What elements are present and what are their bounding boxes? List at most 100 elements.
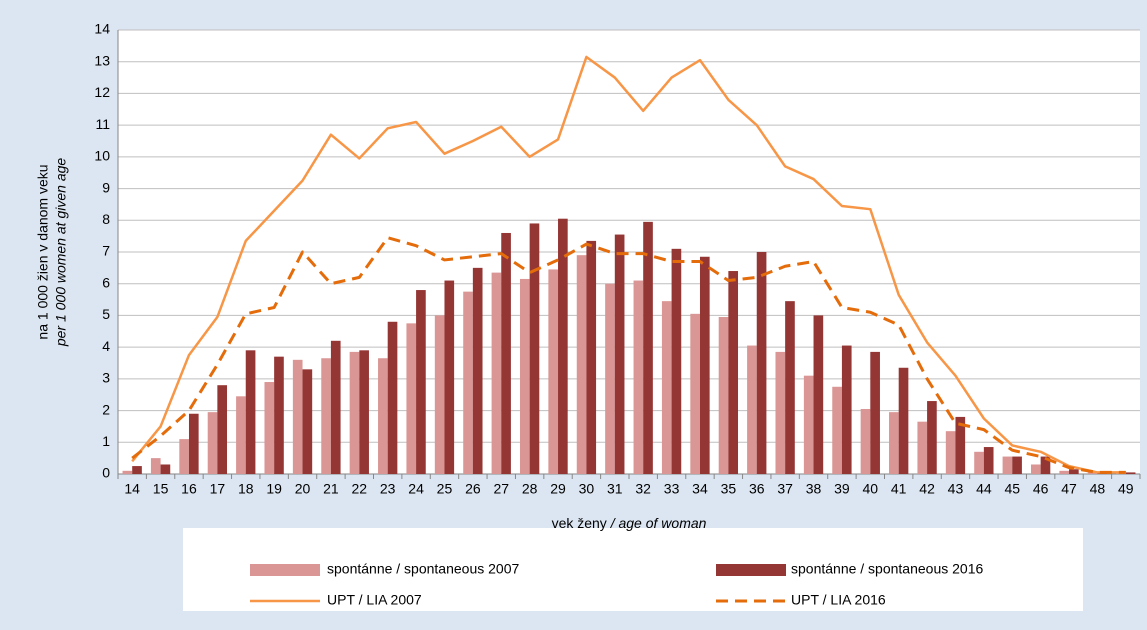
x-tick-label: 49 (1118, 481, 1134, 497)
bar (586, 240, 597, 474)
bar (444, 280, 455, 474)
bar (643, 221, 653, 474)
bar (330, 340, 341, 474)
bar (1069, 469, 1079, 474)
bar (501, 232, 511, 474)
x-tick-label: 40 (863, 481, 879, 497)
x-tick-label: 36 (749, 481, 765, 497)
bar (813, 315, 824, 474)
legend-label: spontánne / spontaneous 2016 (791, 561, 983, 577)
bar (889, 412, 899, 474)
bar (870, 351, 880, 474)
bar (321, 358, 331, 474)
y-tick-label: 13 (94, 52, 110, 68)
y-tick-label: 9 (102, 179, 110, 195)
bar (434, 315, 445, 474)
x-tick-label: 37 (777, 481, 793, 497)
x-tick-label: 38 (806, 481, 822, 497)
bar (832, 386, 842, 474)
legend-swatch (716, 564, 786, 576)
x-tick-label: 25 (437, 481, 453, 497)
y-tick-label: 4 (102, 338, 110, 354)
bar (661, 301, 672, 474)
y-tick-label: 2 (102, 401, 110, 417)
x-axis-label: vek ženy / age of woman (552, 515, 707, 531)
bar (614, 234, 625, 474)
y-tick-label: 3 (102, 370, 110, 386)
x-tick-label: 27 (493, 481, 509, 497)
line (131, 236, 1126, 474)
bar (917, 421, 928, 474)
y-tick-label: 11 (95, 116, 110, 132)
x-tick-label: 42 (919, 481, 935, 497)
bar (955, 416, 966, 474)
x-tick-label: 34 (692, 481, 708, 497)
bar (349, 351, 360, 474)
x-tick-label: 30 (579, 481, 595, 497)
x-tick-label: 33 (664, 481, 680, 497)
bar (160, 464, 171, 474)
line (131, 55, 1126, 474)
x-tick-label: 19 (266, 481, 282, 497)
x-tick-label: 48 (1090, 481, 1106, 497)
y-tick-label: 14 (94, 21, 110, 37)
x-tick-label: 45 (1004, 481, 1020, 497)
legend-swatch (250, 564, 320, 576)
bar (472, 267, 483, 474)
bar (132, 466, 142, 474)
bar (179, 439, 189, 474)
bar (558, 218, 568, 474)
bar (150, 458, 161, 474)
x-axis-label: / age of woman (607, 515, 707, 531)
bar (576, 255, 587, 474)
bar (274, 356, 284, 474)
bar (359, 350, 369, 474)
bar (188, 413, 199, 474)
legend (183, 528, 1083, 611)
x-tick-label: 21 (323, 481, 339, 497)
x-tick-label: 29 (550, 481, 566, 497)
x-tick-label: 41 (891, 481, 907, 497)
x-tick-label: 22 (352, 481, 368, 497)
bar (605, 283, 615, 474)
bar (236, 396, 246, 474)
bar (747, 345, 757, 474)
x-axis-label: vek ženy (552, 515, 607, 531)
bar (1087, 472, 1098, 474)
bar (122, 470, 133, 474)
bar (207, 412, 218, 474)
y-tick-label: 0 (102, 465, 110, 481)
bar (548, 269, 559, 474)
x-tick-label: 14 (124, 481, 140, 497)
bar (1059, 470, 1070, 474)
bar (245, 350, 256, 474)
y-axis-label: per 1 000 women at given age (53, 158, 69, 348)
x-tick-label: 35 (721, 481, 737, 497)
x-tick-label: 44 (976, 481, 992, 497)
x-tick-label: 47 (1061, 481, 1077, 497)
x-tick-label: 39 (834, 481, 850, 497)
bar (785, 301, 795, 474)
x-tick-label: 23 (380, 481, 396, 497)
bar (387, 321, 398, 474)
bar (292, 359, 303, 474)
y-tick-label: 1 (102, 433, 110, 449)
bar (860, 408, 871, 474)
bar (217, 385, 228, 474)
bar (699, 256, 710, 474)
y-tick-label: 12 (94, 84, 110, 100)
bar (898, 367, 909, 474)
legend-label: UPT / LIA 2016 (791, 592, 886, 608)
x-tick-label: 31 (607, 481, 623, 497)
bar (633, 280, 644, 474)
bar (1040, 456, 1051, 474)
bar (983, 447, 994, 474)
bar (728, 271, 739, 474)
bar (491, 272, 502, 474)
bar (463, 291, 473, 474)
x-tick-label: 32 (635, 481, 651, 497)
x-tick-label: 46 (1033, 481, 1049, 497)
legend-label: spontánne / spontaneous 2007 (327, 561, 519, 577)
y-tick-label: 8 (102, 211, 110, 227)
